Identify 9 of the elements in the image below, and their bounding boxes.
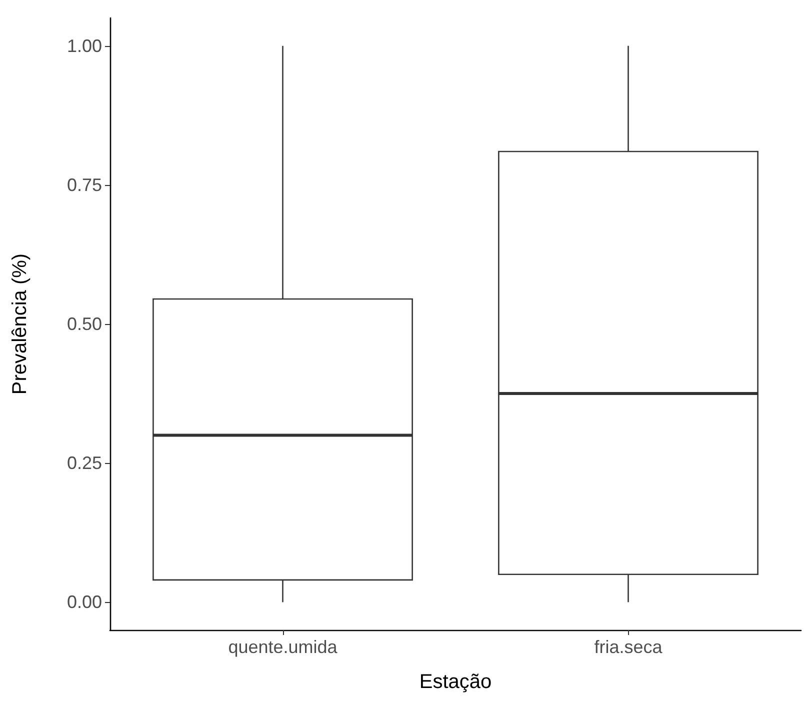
y-tick-label: 0.75 <box>66 174 102 195</box>
y-tick-label: 0.00 <box>66 592 102 612</box>
y-axis-title: Prevalência (%) <box>9 253 31 395</box>
x-tick-label: fria.seca <box>594 637 664 657</box>
y-tick-label: 1.00 <box>66 36 102 56</box>
y-tick-label: 0.25 <box>66 453 102 474</box>
x-tick-label: quente.umida <box>228 637 338 657</box>
x-axis-title: Estação <box>419 671 492 693</box>
y-tick-label: 0.50 <box>66 314 102 334</box>
